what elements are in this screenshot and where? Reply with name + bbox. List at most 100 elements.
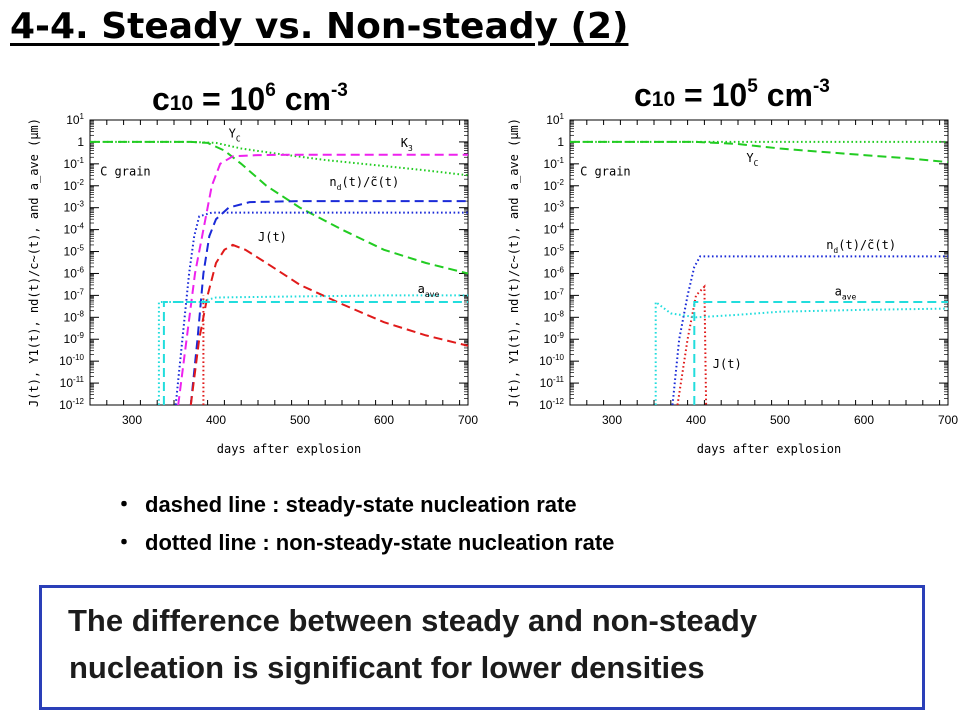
y-tick-label-part: 10 (60, 376, 74, 390)
y-tick-label-part: 10 (539, 398, 553, 412)
panel-right-title-exp: 5 (747, 76, 758, 97)
y-tick-label-part: 10 (544, 245, 558, 259)
annotation-nd-t-c-t--part: d (337, 183, 342, 192)
y-tick-label-part: -12 (552, 397, 564, 406)
series-aave-dashed-line (693, 301, 948, 405)
y-tick-label-part: 1 (557, 135, 564, 149)
annotation-nd-t-c-t--part: d (833, 246, 838, 255)
conclusion-line: The difference between steady and non-st… (68, 603, 758, 638)
y-tick-label: 10-3 (544, 200, 565, 215)
annotation-nd-t-c-t--part: c̃(t) (370, 175, 399, 189)
slide-title: 4-4. Steady vs. Non-steady (2) (10, 6, 629, 47)
annotation-nd-t-c-t--part: c̃(t) (867, 238, 896, 252)
y-tick-label: 10-11 (60, 375, 85, 390)
panel-left-title-sub: 10 (169, 92, 194, 115)
x-tick-label: 300 (122, 413, 142, 427)
y-tick-label-part: -6 (557, 265, 565, 274)
x-tick-label: 500 (290, 413, 310, 427)
series-yc-dashed-line (570, 140, 949, 164)
y-tick-label-part: -3 (557, 200, 565, 209)
y-tick-label: 10-10 (59, 353, 84, 368)
series-nd-t-c-t--dotted-line (671, 255, 948, 406)
y-tick-label: 10-9 (64, 331, 85, 346)
annotation-c-grain: C grain (100, 164, 151, 178)
y-tick-label: 101 (546, 112, 564, 127)
y-tick-label-part: 10 (544, 223, 558, 237)
y-tick-label-part: -4 (77, 222, 85, 231)
annotation-yc-part: Y (229, 126, 237, 140)
y-tick-label-part: -5 (557, 244, 565, 253)
y-tick-label-part: 10 (64, 332, 78, 346)
y-tick-label-part: 10 (59, 398, 73, 412)
y-tick-label-part: 10 (64, 310, 78, 324)
y-tick-label-part: 10 (64, 201, 78, 215)
y-tick-label-part: 1 (77, 135, 84, 149)
y-tick-label-part: 10 (539, 354, 553, 368)
annotation-j-t--part: J(t) (713, 357, 742, 371)
series-aave-dotted-line (157, 294, 468, 405)
panel-right-title-unit: cm (757, 77, 813, 113)
y-tick-label-part: 10 (544, 332, 558, 346)
panel-left-title-mid: = 10 (193, 81, 266, 117)
y-tick-label-part: -7 (557, 287, 565, 296)
annotation-c-grain-part: C grain (580, 164, 631, 178)
y-tick-label: 10-4 (64, 222, 85, 237)
y-tick-label-part: -11 (553, 375, 565, 384)
annotation-k3-part: K (401, 136, 409, 150)
y-tick-label-part: -10 (552, 353, 564, 362)
annotation-nd-t-c-t--part: (t)/ (838, 238, 867, 252)
panel-right-title-mid: = 10 (675, 77, 748, 113)
y-tick-label: 10-4 (544, 222, 565, 237)
y-tick-label-part: 10 (544, 201, 558, 215)
annotation-j-t-: J(t) (258, 230, 287, 244)
x-axis-label: days after explosion (697, 442, 842, 456)
chart-right: 300 400 500 600 70010-1210-1110-1010-910-810… (507, 112, 958, 456)
y-tick-label: 10-7 (544, 287, 565, 302)
x-tick-label: 300 (602, 413, 622, 427)
y-tick-label-part: 10 (544, 179, 558, 193)
y-tick-label-part: 1 (560, 112, 565, 121)
conclusion-box: The difference between steady and non-st… (39, 585, 925, 710)
y-tick-label-part: 10 (546, 113, 560, 127)
annotation-aave-part: ave (425, 290, 440, 299)
y-tick-label: 10-5 (64, 244, 85, 259)
series-k3-dashed-line (177, 153, 468, 406)
y-tick-label-part: -8 (557, 309, 565, 318)
plot-frame (569, 119, 949, 406)
y-tick-label-part: 10 (64, 179, 78, 193)
y-tick-label-part: -4 (557, 222, 565, 231)
x-tick-label: 400 (686, 413, 706, 427)
x-tick-label: 500 (770, 413, 790, 427)
annotation-k3: K3 (401, 136, 413, 153)
annotation-aave: aave (418, 282, 440, 299)
annotation-j-t--part: J(t) (258, 230, 287, 244)
y-tick-label-part: -7 (77, 287, 85, 296)
note-bullet: ・ (113, 492, 136, 517)
panel-left-title-exp: 6 (265, 80, 276, 101)
y-tick-label-part: 10 (64, 157, 78, 171)
x-tick-label: 600 (374, 413, 394, 427)
y-tick-label-part: 10 (64, 245, 78, 259)
annotation-nd-t-c-t--part: n (329, 175, 336, 189)
y-tick-label: 10-11 (540, 375, 565, 390)
y-tick-label-part: -11 (73, 375, 85, 384)
y-tick-label-part: -8 (77, 309, 85, 318)
series-nd-t-c-t--dotted-line (174, 211, 468, 406)
y-tick-label: 10-8 (544, 309, 565, 324)
y-tick-label: 1 (77, 135, 84, 149)
y-tick-label-part: 10 (64, 223, 78, 237)
series-nd-t-c-t--dashed-line (189, 200, 468, 406)
y-tick-label: 1 (557, 135, 564, 149)
y-tick-label: 10-1 (64, 156, 85, 171)
y-tick-label-part: 10 (544, 157, 558, 171)
panel-left-title-unit-exp: -3 (330, 80, 348, 101)
y-tick-label-part: 10 (64, 266, 78, 280)
x-tick-label: 700 (458, 413, 478, 427)
panel-right-title-base: c (634, 77, 652, 113)
annotation-aave-part: a (418, 282, 425, 296)
y-tick-label-part: -9 (557, 331, 565, 340)
y-tick-label-part: -10 (72, 353, 84, 362)
y-tick-label: 10-10 (539, 353, 564, 368)
x-tick-label: 700 (938, 413, 958, 427)
panel-right-title-sub: 10 (651, 88, 676, 111)
